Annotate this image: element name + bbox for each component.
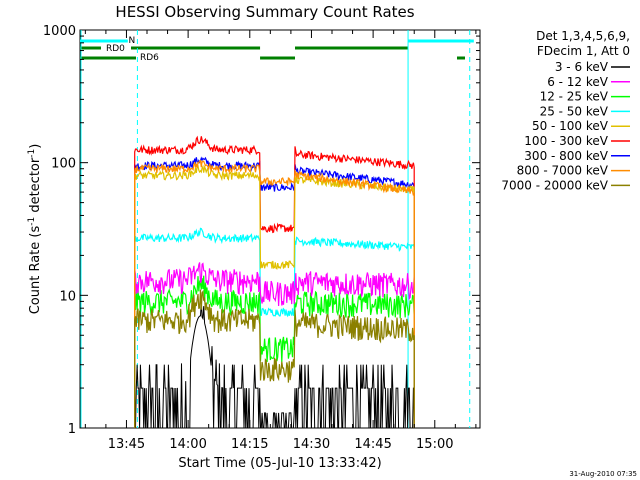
rd6-label: RD6: [140, 53, 159, 63]
series-line: [134, 262, 415, 428]
x-axis-label: Start Time (05-Jul-10 13:33:42): [178, 456, 381, 471]
x-tick-label: 14:15: [231, 437, 268, 452]
series-line: [134, 301, 415, 429]
legend-entry-label: 3 - 6 keV: [555, 60, 609, 74]
x-tick-label: 14:45: [354, 437, 391, 452]
legend-header-line-1: Det 1,3,4,5,6,9,: [536, 29, 630, 43]
series-line: [134, 135, 415, 428]
chart-title: HESSI Observing Summary Count Rates: [115, 3, 414, 21]
legend-entry-label: 12 - 25 keV: [540, 90, 609, 104]
series-line: [134, 275, 415, 428]
y-axis-label-superscript: -1: [27, 217, 37, 226]
y-axis-label-part: Count Rate (s: [28, 226, 43, 315]
legend-entry-label: 300 - 800 keV: [524, 149, 608, 163]
x-tick-label: 15:00: [416, 437, 453, 452]
rd0-label: RD0: [106, 44, 125, 54]
night-label: N: [128, 36, 135, 46]
series-line: [134, 289, 415, 428]
x-tick-label: 14:00: [169, 437, 206, 452]
y-tick-label: 1000: [43, 24, 76, 39]
y-tick-label: 100: [51, 157, 76, 172]
x-tick-label: 14:30: [293, 437, 330, 452]
legend-entry-label: 6 - 12 keV: [547, 75, 609, 89]
x-tick-label: 13:45: [108, 437, 145, 452]
series-line: [134, 156, 415, 428]
y-axis-label-superscript: -1: [27, 149, 37, 158]
legend-entry-label: 7000 - 20000 keV: [501, 178, 608, 192]
axis-layer: 1 10 100 1000 13:45 14:00 14:15 14:30 14:45 15:00: [43, 24, 480, 452]
y-axis-label-part: ): [28, 144, 43, 149]
y-axis-label: Count Rate (s-1 detector-1): [27, 144, 43, 315]
legend-header-line-2: FDecim 1, Att 0: [537, 44, 630, 58]
series-line: [134, 227, 415, 428]
footer-timestamp: 31-Aug-2010 07:35: [569, 470, 637, 478]
series-line: [134, 159, 415, 428]
legend-entry-label: 800 - 7000 keV: [517, 164, 609, 178]
series-line: [134, 164, 415, 428]
y-tick-label: 10: [59, 289, 76, 304]
y-tick-label: 1: [68, 422, 76, 437]
series-layer: [134, 135, 415, 429]
legend-entry-label: 25 - 50 keV: [540, 104, 609, 118]
legend-entry-label: 100 - 300 keV: [524, 134, 608, 148]
y-axis-label-part: detector: [28, 157, 43, 217]
legend-entry-label: 50 - 100 keV: [532, 119, 609, 133]
